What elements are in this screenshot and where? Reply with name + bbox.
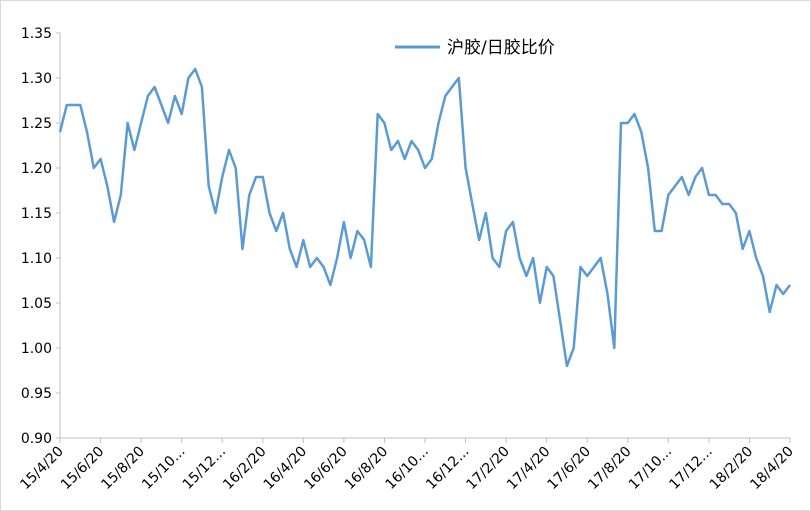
y-tick-label: 1.20 xyxy=(21,161,52,177)
y-tick-label: 1.35 xyxy=(21,26,52,42)
y-tick-label: 1.15 xyxy=(21,206,52,222)
y-tick-label: 1.10 xyxy=(21,251,52,267)
data-line xyxy=(58,67,791,368)
legend-label: 沪胶/日胶比价 xyxy=(447,38,555,58)
y-tick-label: 1.25 xyxy=(21,116,52,132)
y-tick-label: 1.05 xyxy=(21,296,52,312)
y-tick-label: 0.90 xyxy=(21,431,52,447)
y-tick-label: 1.30 xyxy=(21,71,52,87)
y-tick-label: 0.95 xyxy=(21,386,52,402)
y-tick-label: 1.00 xyxy=(21,341,52,357)
